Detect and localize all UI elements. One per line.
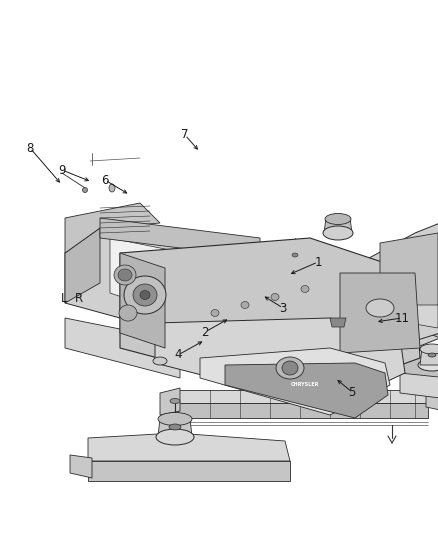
Ellipse shape [333, 320, 343, 326]
Polygon shape [426, 385, 438, 411]
Polygon shape [415, 308, 438, 338]
Polygon shape [65, 318, 180, 378]
Text: 11: 11 [395, 311, 410, 325]
Text: 1: 1 [314, 255, 322, 269]
Polygon shape [70, 455, 92, 478]
Text: 3: 3 [279, 302, 287, 314]
Ellipse shape [156, 429, 194, 445]
Ellipse shape [109, 184, 115, 192]
Polygon shape [380, 233, 438, 318]
Text: CHRYSLER: CHRYSLER [291, 383, 319, 387]
Ellipse shape [366, 299, 394, 317]
Polygon shape [340, 273, 420, 353]
Ellipse shape [140, 290, 150, 300]
Polygon shape [200, 348, 390, 415]
Ellipse shape [418, 359, 438, 371]
Ellipse shape [301, 286, 309, 293]
Ellipse shape [133, 284, 157, 306]
Polygon shape [178, 403, 428, 418]
Polygon shape [400, 355, 438, 378]
Ellipse shape [320, 340, 356, 354]
Text: 6: 6 [101, 174, 109, 187]
Ellipse shape [158, 413, 192, 425]
Ellipse shape [282, 361, 298, 375]
Ellipse shape [118, 269, 132, 281]
Polygon shape [160, 388, 180, 415]
Ellipse shape [119, 305, 137, 321]
Text: 8: 8 [26, 141, 34, 155]
Polygon shape [155, 318, 405, 408]
Ellipse shape [114, 265, 136, 285]
Polygon shape [100, 218, 260, 258]
Ellipse shape [124, 276, 166, 314]
Polygon shape [110, 238, 415, 363]
Text: 9: 9 [58, 164, 66, 176]
Polygon shape [88, 433, 290, 461]
Ellipse shape [271, 294, 279, 301]
Polygon shape [88, 461, 290, 481]
Polygon shape [320, 345, 358, 365]
Ellipse shape [292, 253, 298, 257]
Ellipse shape [241, 302, 249, 309]
Polygon shape [120, 238, 420, 398]
Polygon shape [225, 363, 388, 418]
Text: 2: 2 [201, 326, 209, 338]
Polygon shape [65, 228, 438, 378]
Polygon shape [380, 305, 438, 328]
Polygon shape [324, 218, 352, 233]
Polygon shape [330, 318, 346, 327]
Ellipse shape [82, 188, 88, 192]
Polygon shape [420, 348, 438, 365]
Polygon shape [120, 253, 165, 348]
Ellipse shape [169, 424, 181, 430]
Ellipse shape [170, 399, 180, 403]
Text: 7: 7 [181, 128, 189, 141]
Ellipse shape [317, 356, 359, 374]
Ellipse shape [276, 357, 304, 379]
Polygon shape [360, 223, 438, 358]
Ellipse shape [153, 357, 167, 365]
Polygon shape [400, 368, 438, 399]
Text: L  R: L R [61, 292, 83, 304]
Text: 5: 5 [348, 385, 356, 399]
Polygon shape [158, 418, 192, 437]
Ellipse shape [420, 344, 438, 354]
Ellipse shape [325, 214, 351, 224]
Ellipse shape [323, 226, 353, 240]
Text: 4: 4 [174, 349, 182, 361]
Polygon shape [65, 203, 160, 253]
Ellipse shape [428, 353, 436, 357]
Polygon shape [65, 228, 100, 303]
Polygon shape [178, 390, 428, 403]
Ellipse shape [211, 310, 219, 317]
